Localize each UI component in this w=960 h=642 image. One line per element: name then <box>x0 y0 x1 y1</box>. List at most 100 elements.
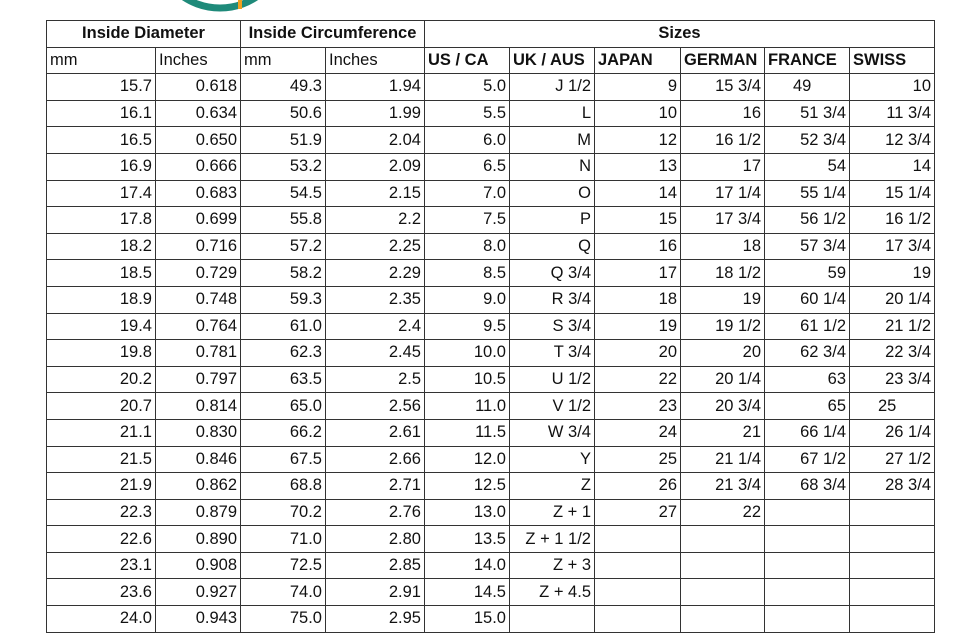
table-cell <box>849 578 935 607</box>
table-cell: 0.716 <box>155 232 241 261</box>
column-header-france: FRANCE <box>764 46 850 75</box>
table-cell: 22.6 <box>46 525 156 553</box>
table-cell: 23 <box>594 392 681 420</box>
table-cell: 7.0 <box>424 179 510 208</box>
table-cell <box>849 498 935 527</box>
table-cell: 20.7 <box>46 392 156 420</box>
table-cell: 59 <box>764 259 850 287</box>
table-cell: 0.748 <box>155 285 241 314</box>
table-cell: U 1/2 <box>509 365 595 394</box>
column-header-uk-aus: UK / AUS <box>509 46 595 75</box>
table-cell: 1.99 <box>325 99 425 128</box>
table-cell: 9.5 <box>424 312 510 341</box>
table-cell: Z + 4.5 <box>509 578 595 607</box>
table-cell: 0.618 <box>155 73 241 101</box>
table-cell: 65 <box>764 392 850 420</box>
table-cell: 18 <box>594 285 681 314</box>
table-cell: 0.781 <box>155 339 241 367</box>
table-cell: 60 1/4 <box>764 285 850 314</box>
table-cell: 14.0 <box>424 551 510 580</box>
table-cell <box>680 578 765 607</box>
table-cell: 6.0 <box>424 126 510 154</box>
table-cell: 0.729 <box>155 259 241 287</box>
table-row: 23.6 0.927 74.0 2.91 14.5 Z + 4.5 <box>46 578 935 607</box>
table-row: 16.9 0.666 53.2 2.09 6.5 N 13 17 54 14 <box>46 152 935 181</box>
column-header-german: GERMAN <box>680 46 765 75</box>
table-cell: 62 3/4 <box>764 339 850 367</box>
table-cell: 71.0 <box>240 525 326 553</box>
table-cell: 2.2 <box>325 206 425 234</box>
table-cell: Z + 1 <box>509 498 595 527</box>
table-cell: 16 1/2 <box>849 206 935 234</box>
table-cell: 12.0 <box>424 445 510 474</box>
table-cell: 2.25 <box>325 232 425 261</box>
table-cell: 12.5 <box>424 472 510 500</box>
table-cell <box>680 551 765 580</box>
table-cell: M <box>509 126 595 154</box>
table-cell <box>594 525 681 553</box>
table-cell: 57.2 <box>240 232 326 261</box>
table-cell: 68.8 <box>240 472 326 500</box>
table-cell: 17 3/4 <box>680 206 765 234</box>
table-cell: T 3/4 <box>509 339 595 367</box>
table-cell: 50.6 <box>240 99 326 128</box>
table-cell: V 1/2 <box>509 392 595 420</box>
table-cell: 5.0 <box>424 73 510 101</box>
table-row: 18.9 0.748 59.3 2.35 9.0 R 3/4 18 19 60 1/4 20 1/… <box>46 285 935 314</box>
table-cell: 5.5 <box>424 99 510 128</box>
table-row: 15.7 0.618 49.3 1.94 5.0 J 1/2 9 15 3/4 49 10 <box>46 73 935 101</box>
table-cell: 75.0 <box>240 605 326 633</box>
table-cell: 8.5 <box>424 259 510 287</box>
table-cell: 62.3 <box>240 339 326 367</box>
table-cell: 12 3/4 <box>849 126 935 154</box>
table-cell: 2.35 <box>325 285 425 314</box>
table-cell <box>849 605 935 633</box>
column-header-swiss: SWISS <box>849 46 935 75</box>
table-cell: 56 1/2 <box>764 206 850 234</box>
table-cell <box>509 605 595 633</box>
table-cell: 17 <box>680 152 765 181</box>
table-cell: L <box>509 99 595 128</box>
table-cell: 19 1/2 <box>680 312 765 341</box>
table-cell: 19 <box>594 312 681 341</box>
table-cell: 19.4 <box>46 312 156 341</box>
table-cell: 2.71 <box>325 472 425 500</box>
table-cell: 0.699 <box>155 206 241 234</box>
table-cell: Z + 3 <box>509 551 595 580</box>
table-cell: 24 <box>594 418 681 447</box>
table-cell: Z + 1 1/2 <box>509 525 595 553</box>
table-row: 18.2 0.716 57.2 2.25 8.0 Q 16 18 57 3/4 17 3/4 <box>46 232 935 261</box>
table-cell: 61 1/2 <box>764 312 850 341</box>
column-header-mm: mm <box>240 46 326 75</box>
table-cell: 23 3/4 <box>849 365 935 394</box>
table-cell: 24.0 <box>46 605 156 633</box>
table-cell <box>764 525 850 553</box>
table-cell: 21.9 <box>46 472 156 500</box>
table-cell: 16.9 <box>46 152 156 181</box>
table-cell <box>594 605 681 633</box>
table-cell: 55 1/4 <box>764 179 850 208</box>
table-cell: 67 1/2 <box>764 445 850 474</box>
table-cell <box>680 605 765 633</box>
table-cell: 17 3/4 <box>849 232 935 261</box>
table-cell: 14 <box>594 179 681 208</box>
table-cell: 0.830 <box>155 418 241 447</box>
table-cell: 2.61 <box>325 418 425 447</box>
table-cell: 0.862 <box>155 472 241 500</box>
table-cell: 0.814 <box>155 392 241 420</box>
table-cell: 23.1 <box>46 551 156 580</box>
table-cell <box>680 525 765 553</box>
table-cell: 0.650 <box>155 126 241 154</box>
table-cell: 72.5 <box>240 551 326 580</box>
ring-size-table: Inside Diameter Inside Circumference Siz… <box>46 20 935 633</box>
table-cell: 7.5 <box>424 206 510 234</box>
table-cell: 19 <box>849 259 935 287</box>
table-cell: 0.764 <box>155 312 241 341</box>
table-row: 20.2 0.797 63.5 2.5 10.5 U 1/2 22 20 1/4 63 23 3/… <box>46 365 935 394</box>
group-header-inside-diameter: Inside Diameter <box>46 20 241 48</box>
table-cell: 54.5 <box>240 179 326 208</box>
table-cell: 2.80 <box>325 525 425 553</box>
table-cell: 22 <box>594 365 681 394</box>
table-cell: 25 <box>594 445 681 474</box>
table-cell: 57 3/4 <box>764 232 850 261</box>
